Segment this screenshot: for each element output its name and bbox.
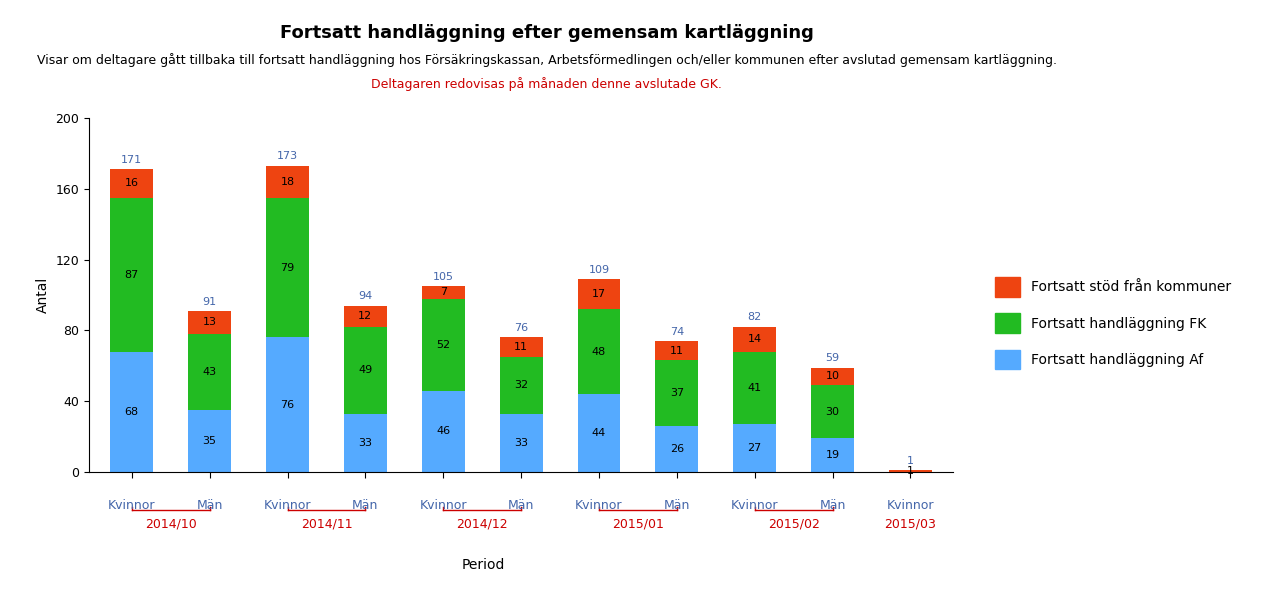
Text: 105: 105 (432, 272, 454, 282)
Text: 2015/02: 2015/02 (768, 517, 820, 530)
Bar (188, 334, 231, 410)
Text: Fortsatt handläggning efter gemensam kartläggning: Fortsatt handläggning efter gemensam kar… (280, 24, 813, 42)
Text: 2015/03: 2015/03 (885, 517, 937, 530)
Text: 76: 76 (281, 400, 295, 409)
Bar (811, 438, 854, 472)
Text: Kvinnor: Kvinnor (731, 499, 778, 512)
Text: 2014/12: 2014/12 (456, 517, 508, 530)
Text: 7: 7 (440, 287, 447, 297)
Text: 87: 87 (125, 270, 139, 280)
Bar (188, 410, 231, 472)
Text: Kvinnor: Kvinnor (419, 499, 466, 512)
Bar (111, 198, 154, 352)
Text: Män: Män (352, 499, 379, 512)
Bar (111, 169, 154, 198)
Text: Män: Män (663, 499, 690, 512)
Bar (344, 327, 386, 414)
Text: 26: 26 (670, 444, 684, 454)
Text: Deltagaren redovisas på månaden denne avslutade GK.: Deltagaren redovisas på månaden denne av… (371, 77, 722, 91)
Text: 19: 19 (825, 450, 840, 460)
Bar (422, 391, 465, 472)
Text: 1: 1 (907, 456, 914, 466)
Bar (422, 286, 465, 299)
Text: Män: Män (508, 499, 534, 512)
Bar (500, 337, 543, 357)
Bar (577, 309, 620, 394)
Text: 91: 91 (202, 297, 217, 307)
Text: 2014/11: 2014/11 (301, 517, 352, 530)
Bar (344, 414, 386, 472)
Bar (811, 368, 854, 385)
Text: 94: 94 (358, 291, 372, 301)
Text: 12: 12 (358, 312, 372, 321)
Text: 35: 35 (202, 436, 216, 446)
Text: 11: 11 (513, 342, 529, 352)
Bar (656, 426, 698, 472)
Bar (733, 327, 777, 352)
Text: 59: 59 (825, 353, 840, 363)
Text: 1: 1 (907, 466, 914, 476)
Bar (266, 337, 309, 472)
Text: 2015/01: 2015/01 (611, 517, 663, 530)
Text: 30: 30 (826, 407, 840, 417)
Text: Män: Män (197, 499, 222, 512)
Bar (500, 357, 543, 414)
Bar (577, 394, 620, 472)
Bar (111, 352, 154, 472)
Text: 41: 41 (747, 383, 761, 393)
Text: 52: 52 (436, 340, 450, 349)
Text: 44: 44 (592, 428, 606, 438)
Text: 17: 17 (592, 289, 606, 299)
Text: 27: 27 (747, 443, 761, 453)
Text: 33: 33 (513, 438, 529, 448)
Bar (577, 279, 620, 309)
Text: 16: 16 (125, 179, 139, 188)
Y-axis label: Antal: Antal (36, 277, 50, 313)
Text: 109: 109 (588, 265, 610, 275)
Bar (500, 414, 543, 472)
Text: 33: 33 (358, 438, 372, 448)
Bar (811, 385, 854, 438)
Text: 173: 173 (277, 152, 299, 162)
Bar (266, 166, 309, 198)
Text: Kvinnor: Kvinnor (108, 499, 155, 512)
Text: 13: 13 (202, 317, 216, 327)
Text: 74: 74 (670, 327, 684, 336)
Bar (733, 352, 777, 424)
Bar (888, 470, 932, 472)
Bar (656, 341, 698, 360)
Text: 82: 82 (747, 313, 761, 322)
Text: 14: 14 (747, 335, 761, 344)
Bar (656, 360, 698, 426)
Text: 37: 37 (670, 388, 684, 398)
Text: 46: 46 (436, 427, 450, 436)
Bar (733, 424, 777, 472)
Text: 171: 171 (121, 155, 142, 165)
Text: 43: 43 (202, 367, 217, 377)
Text: 32: 32 (513, 381, 529, 390)
Text: 2014/10: 2014/10 (145, 517, 197, 530)
Text: 18: 18 (281, 177, 295, 186)
Bar (266, 198, 309, 337)
Bar (344, 306, 386, 327)
Text: Period: Period (461, 558, 505, 572)
Text: Män: Män (820, 499, 845, 512)
Bar (188, 311, 231, 334)
Text: 76: 76 (513, 323, 529, 333)
Text: 10: 10 (826, 372, 840, 381)
Text: 49: 49 (358, 365, 372, 375)
Text: 48: 48 (592, 347, 606, 356)
Bar (422, 299, 465, 391)
Text: Kvinnor: Kvinnor (887, 499, 934, 512)
Text: 79: 79 (281, 263, 295, 273)
Text: Kvinnor: Kvinnor (264, 499, 311, 512)
Text: 11: 11 (670, 346, 684, 356)
Legend: Fortsatt stöd från kommuner, Fortsatt handläggning FK, Fortsatt handläggning Af: Fortsatt stöd från kommuner, Fortsatt ha… (995, 277, 1232, 369)
Text: Visar om deltagare gått tillbaka till fortsatt handläggning hos Försäkringskassa: Visar om deltagare gått tillbaka till fo… (37, 53, 1056, 67)
Text: Kvinnor: Kvinnor (576, 499, 623, 512)
Text: 68: 68 (125, 407, 139, 417)
